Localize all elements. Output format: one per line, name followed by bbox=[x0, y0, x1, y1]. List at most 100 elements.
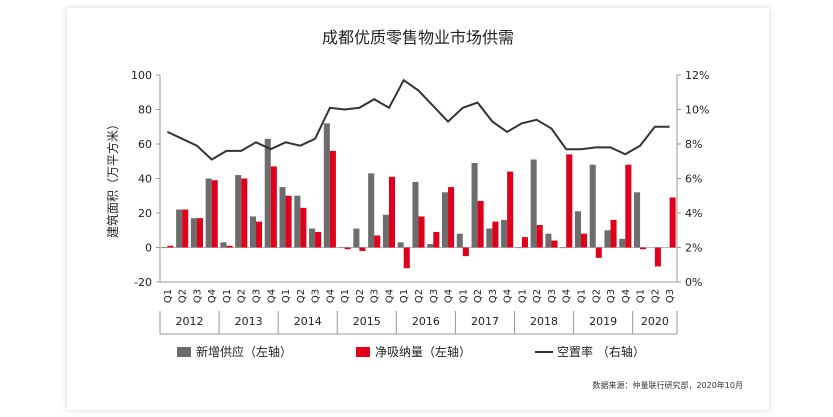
legend: 新增供应（左轴） 净吸纳量（左轴） 空置率 （右轴） bbox=[177, 344, 645, 359]
bar-new-supply bbox=[309, 228, 316, 248]
x-quarter-label: Q2 bbox=[473, 289, 484, 303]
x-quarter-label: Q2 bbox=[650, 289, 661, 303]
bar-net-absorption bbox=[433, 231, 440, 248]
bar-new-supply bbox=[368, 173, 375, 248]
bar-net-absorption bbox=[536, 225, 543, 248]
bar-net-absorption bbox=[448, 187, 455, 248]
bar-new-supply bbox=[501, 219, 508, 248]
x-quarter-label: Q1 bbox=[340, 289, 351, 303]
bar-new-supply bbox=[220, 242, 227, 248]
x-quarter-label: Q2 bbox=[237, 289, 248, 303]
bar-new-supply bbox=[604, 230, 611, 248]
bar-new-supply bbox=[619, 238, 626, 248]
bar-net-absorption bbox=[388, 176, 396, 248]
bar-net-absorption bbox=[256, 221, 263, 248]
x-quarter-label: Q4 bbox=[562, 289, 573, 303]
x-year-label: 2017 bbox=[471, 315, 499, 328]
x-quarter-label: Q2 bbox=[591, 289, 602, 303]
x-quarter-label: Q1 bbox=[222, 289, 233, 303]
x-quarter-label: Q1 bbox=[636, 289, 647, 303]
bar-net-absorption bbox=[300, 207, 307, 248]
y-axis-label: 建筑面积（万平方米） bbox=[105, 118, 120, 238]
bar-net-absorption bbox=[167, 245, 174, 248]
x-quarter-label: Q1 bbox=[281, 289, 292, 303]
bar-net-absorption bbox=[669, 197, 676, 248]
bar-net-absorption bbox=[211, 180, 218, 248]
bar-net-absorption bbox=[315, 231, 322, 248]
x-quarter-label: Q4 bbox=[384, 289, 395, 303]
bar-new-supply bbox=[515, 247, 522, 249]
y-tick-label: 40 bbox=[138, 173, 152, 186]
y2-tick-label: 0% bbox=[685, 276, 702, 289]
bar-new-supply bbox=[486, 228, 493, 248]
legend-swatch-new-supply bbox=[177, 347, 191, 357]
line-vacancy-rate bbox=[166, 78, 670, 161]
bar-new-supply bbox=[441, 192, 449, 248]
bar-new-supply bbox=[294, 195, 301, 248]
bar-net-absorption bbox=[241, 178, 248, 248]
bar-net-absorption bbox=[566, 154, 573, 248]
bar-net-absorption bbox=[625, 164, 632, 248]
bar-new-supply bbox=[412, 181, 419, 248]
x-quarter-label: Q4 bbox=[325, 289, 336, 303]
x-quarter-label: Q3 bbox=[488, 289, 499, 303]
bar-net-absorption bbox=[403, 247, 410, 269]
x-year-label: 2014 bbox=[294, 315, 322, 328]
y-tick-label: 100 bbox=[131, 69, 152, 82]
legend-label-vacancy-rate: 空置率 （右轴） bbox=[557, 344, 645, 359]
x-quarter-label: Q2 bbox=[532, 289, 543, 303]
x-year-label: 2019 bbox=[589, 315, 617, 328]
x-year-label: 2020 bbox=[641, 315, 669, 328]
bar-net-absorption bbox=[270, 166, 277, 248]
x-quarter-label: Q3 bbox=[252, 289, 263, 303]
bar-new-supply bbox=[471, 162, 478, 248]
y-tick-label: 20 bbox=[138, 207, 152, 220]
bar-new-supply bbox=[634, 192, 641, 248]
x-quarter-label: Q3 bbox=[429, 289, 440, 303]
y2-tick-label: 6% bbox=[685, 173, 702, 186]
x-quarter-label: Q2 bbox=[178, 289, 189, 303]
legend-label-net-absorption: 净吸纳量（左轴） bbox=[375, 344, 471, 359]
bar-net-absorption bbox=[344, 247, 351, 250]
bar-net-absorption bbox=[551, 240, 558, 248]
x-quarter-label: Q3 bbox=[311, 289, 322, 303]
bar-net-absorption bbox=[359, 247, 366, 251]
y-tick-label: 0 bbox=[145, 242, 152, 255]
chart-card: 成都优质零售物业市场供需 -20 0 20 40 60 80 100 0% 2% 4% 6% 8% 10… bbox=[67, 8, 769, 410]
bar-net-absorption bbox=[374, 235, 381, 248]
bar-net-absorption bbox=[654, 247, 661, 267]
x-year-label: 2015 bbox=[353, 315, 381, 328]
bar-new-supply bbox=[589, 164, 596, 248]
bar-new-supply bbox=[456, 233, 463, 248]
bar-new-supply bbox=[176, 209, 183, 248]
y2-tick-label: 2% bbox=[685, 242, 702, 255]
x-quarter-label: Q3 bbox=[370, 289, 381, 303]
x-quarter-label: Q1 bbox=[163, 289, 174, 303]
bar-net-absorption bbox=[462, 247, 469, 257]
bar-net-absorption bbox=[226, 245, 233, 248]
chart-svg: 成都优质零售物业市场供需 -20 0 20 40 60 80 100 0% 2% 4% 6% 8% 10… bbox=[105, 28, 743, 390]
bar-new-supply bbox=[264, 138, 271, 248]
x-quarter-label: Q4 bbox=[621, 289, 632, 303]
y2-tick-label: 10% bbox=[685, 104, 709, 117]
bar-net-absorption bbox=[640, 247, 647, 250]
legend-swatch-net-absorption bbox=[356, 347, 370, 357]
y-tick-label: 60 bbox=[138, 138, 152, 151]
x-quarter-label: Q2 bbox=[355, 289, 366, 303]
bar-net-absorption bbox=[182, 209, 189, 248]
bar-net-absorption bbox=[521, 237, 528, 248]
bar-new-supply bbox=[397, 242, 404, 248]
bar-new-supply bbox=[545, 233, 552, 248]
x-quarter-label: Q3 bbox=[547, 289, 558, 303]
x-quarter-label: Q2 bbox=[296, 289, 307, 303]
x-quarter-label: Q4 bbox=[444, 289, 455, 303]
bar-new-supply bbox=[338, 247, 345, 249]
x-quarter-label: Q3 bbox=[192, 289, 203, 303]
bar-net-absorption bbox=[580, 233, 588, 248]
bar-net-absorption bbox=[418, 216, 425, 248]
x-year-label: 2013 bbox=[235, 315, 263, 328]
x-quarter-label: Q2 bbox=[414, 289, 425, 303]
x-year-label: 2012 bbox=[176, 315, 204, 328]
x-quarter-label: Q4 bbox=[207, 289, 218, 303]
